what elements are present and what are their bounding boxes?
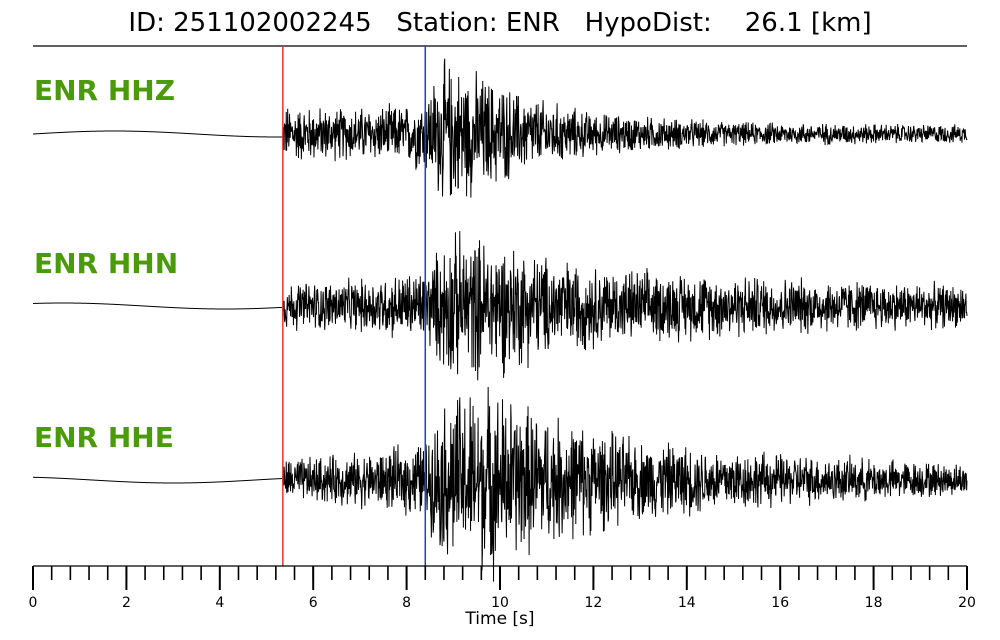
x-tick-label: 16 bbox=[771, 595, 789, 611]
x-tick-label: 2 bbox=[122, 595, 131, 611]
picks-group bbox=[282, 46, 427, 566]
x-tick-label: 20 bbox=[958, 595, 976, 611]
x-tick-label: 6 bbox=[309, 595, 318, 611]
traces-group bbox=[32, 58, 968, 582]
x-tick-label: 10 bbox=[491, 595, 509, 611]
x-tick-label: 12 bbox=[584, 595, 602, 611]
trace-label-enr-hhz: ENR HHZ bbox=[34, 74, 175, 107]
x-tick-label: 8 bbox=[402, 595, 411, 611]
x-axis-label: Time [s] bbox=[464, 609, 534, 629]
x-tick-label: 0 bbox=[29, 595, 38, 611]
trace-label-enr-hhe: ENR HHE bbox=[34, 421, 174, 454]
trace-labels-group: ENR HHZ ENR HHN ENR HHE bbox=[34, 74, 178, 454]
trace-enr-hhz bbox=[32, 58, 968, 198]
trace-enr-hhn bbox=[32, 231, 968, 381]
x-tick-label: 14 bbox=[678, 595, 696, 611]
x-axis: 0 2 4 6 8 10 12 14 16 18 20 bbox=[29, 565, 976, 611]
chart-title: ID: 251102002245 Station: ENR HypoDist: … bbox=[128, 8, 872, 38]
trace-label-enr-hhn: ENR HHN bbox=[34, 247, 178, 280]
x-tick-label: 4 bbox=[215, 595, 224, 611]
trace-enr-hhe bbox=[32, 387, 968, 582]
x-tick-label: 18 bbox=[865, 595, 883, 611]
